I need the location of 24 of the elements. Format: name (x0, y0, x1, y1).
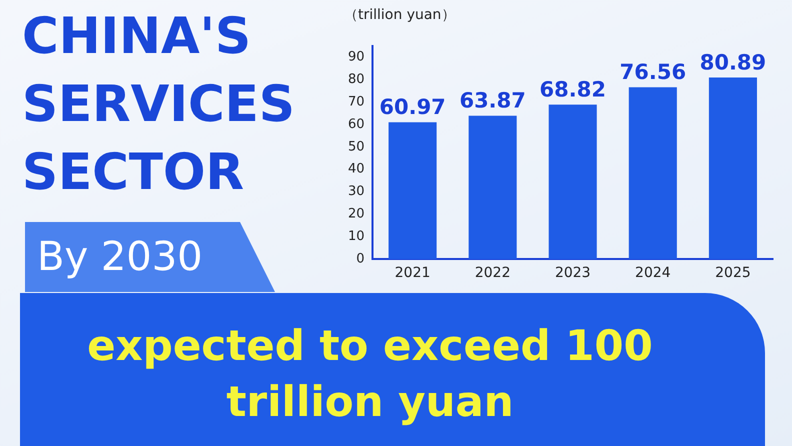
y-tick-label: 20 (348, 206, 365, 222)
y-tick-label: 30 (348, 184, 365, 200)
x-tick-label: 2023 (554, 265, 591, 282)
data-label: 76.56 (620, 60, 686, 84)
x-tick-label: 2022 (474, 265, 510, 282)
y-axis-title: （trillion yuan） (344, 6, 456, 24)
y-tick-label: 50 (348, 139, 365, 154)
text: By 2030 (37, 233, 203, 282)
y-tick-label: 0 (356, 252, 365, 267)
data-label: 63.87 (459, 88, 526, 113)
data-label: 68.82 (540, 78, 606, 102)
y-tick-label: 60 (348, 116, 365, 132)
data-label: 60.97 (379, 95, 446, 120)
text: CHINA'S SERVICES SECTOR (22, 6, 296, 203)
y-tick-label: 70 (348, 94, 365, 110)
text: expected to exceed 100 trillion yuan (86, 320, 654, 428)
x-tick-label: 2025 (715, 265, 751, 282)
data-label: 80.89 (700, 50, 766, 74)
y-tick-label: 80 (348, 72, 365, 87)
y-tick-label: 40 (348, 162, 365, 177)
x-tick-label: 2021 (394, 265, 430, 282)
y-tick-label: 10 (348, 229, 365, 244)
y-tick-label: 90 (348, 49, 365, 64)
x-tick-label: 2024 (635, 265, 671, 282)
